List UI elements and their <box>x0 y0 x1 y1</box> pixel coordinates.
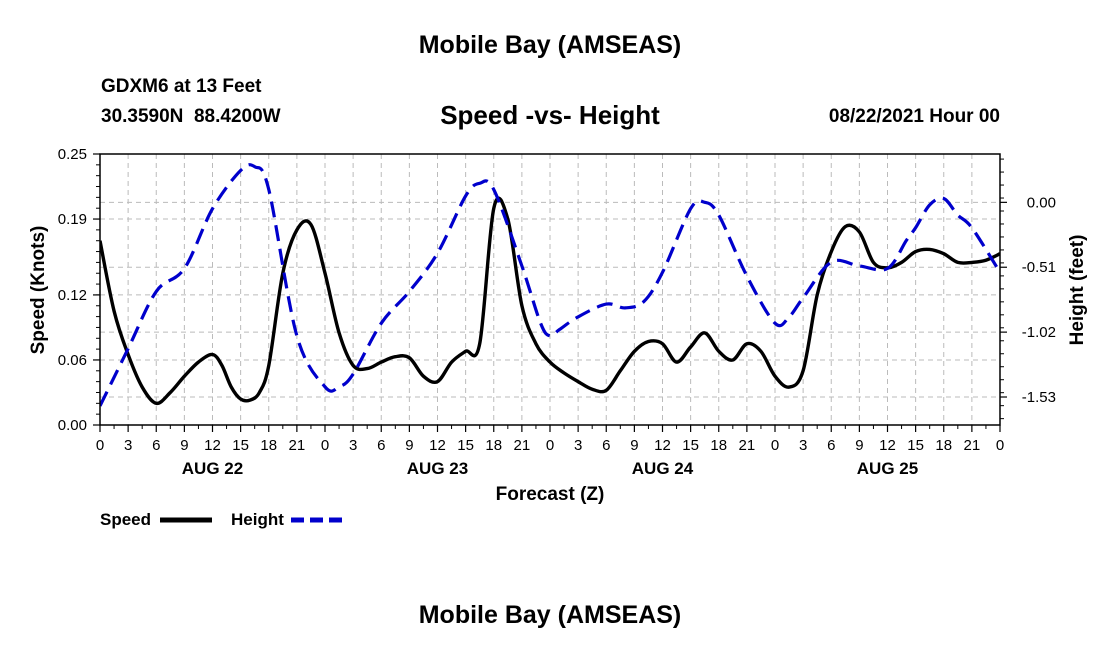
coords-label: 30.3590N 88.4200W <box>101 106 281 127</box>
x-tick-label: 15 <box>907 437 924 454</box>
chart-title: Speed -vs- Height <box>440 100 660 130</box>
speed-series-line <box>100 196 1000 406</box>
x-tick-label: 9 <box>855 437 863 454</box>
x-tick-label: 15 <box>682 437 699 454</box>
x-tick-label: 21 <box>289 437 306 454</box>
y-tick-label: 0.25 <box>58 146 87 163</box>
legend-speed-label: Speed <box>100 510 151 529</box>
x-tick-label: 0 <box>546 437 554 454</box>
day-label: AUG 23 <box>407 459 468 478</box>
x-tick-label: 21 <box>739 437 756 454</box>
x-tick-label: 6 <box>377 437 385 454</box>
height-series-line <box>100 163 1000 407</box>
x-tick-label: 3 <box>124 437 132 454</box>
x-tick-label: 9 <box>405 437 413 454</box>
x-tick-label: 12 <box>879 437 896 454</box>
x-tick-label: 21 <box>514 437 531 454</box>
x-tick-label: 6 <box>152 437 160 454</box>
x-axis-label: Forecast (Z) <box>496 484 605 505</box>
y2-tick-label: -1.02 <box>1022 324 1056 341</box>
axes: 0 3 6 9 12 15 18 21 0 3 6 9 12 15 18 21 0 3 6 9 12 15 18 21 0 3 6 9… <box>58 146 1056 478</box>
legend: Speed Height <box>100 510 343 529</box>
x-tick-label: 18 <box>935 437 952 454</box>
date-label: 08/22/2021 Hour 00 <box>828 106 1000 127</box>
x-tick-label: 0 <box>321 437 329 454</box>
x-tick-label: 15 <box>232 437 249 454</box>
y2-axis-label: Height (feet) <box>1067 235 1088 346</box>
x-tick-label: 21 <box>964 437 981 454</box>
page-title-top: Mobile Bay (AMSEAS) <box>418 31 682 59</box>
x-tick-label: 12 <box>654 437 671 454</box>
y-tick-label: 0.06 <box>58 352 87 369</box>
x-tick-label: 12 <box>204 437 221 454</box>
x-tick-label: 6 <box>827 437 835 454</box>
y-tick-label: 0.00 <box>58 417 87 434</box>
y2-tick-label: -0.51 <box>1022 259 1056 276</box>
x-tick-label: 18 <box>260 437 277 454</box>
station-label: GDXM6 at 13 Feet <box>101 76 262 97</box>
x-tick-label: 0 <box>996 437 1004 454</box>
x-tick-label: 3 <box>574 437 582 454</box>
x-tick-label: 0 <box>771 437 779 454</box>
x-tick-label: 12 <box>429 437 446 454</box>
day-label: AUG 25 <box>857 459 918 478</box>
x-tick-label: 18 <box>710 437 727 454</box>
y-tick-label: 0.12 <box>58 287 87 304</box>
y2-tick-label: 0.00 <box>1027 194 1056 211</box>
x-tick-label: 18 <box>485 437 502 454</box>
legend-height-label: Height <box>231 510 284 529</box>
x-tick-label: 6 <box>602 437 610 454</box>
grid-lines <box>100 154 1000 425</box>
x-tick-label: 9 <box>630 437 638 454</box>
day-label: AUG 22 <box>182 459 243 478</box>
day-label: AUG 24 <box>632 459 694 478</box>
x-tick-label: 15 <box>457 437 474 454</box>
x-tick-label: 3 <box>799 437 807 454</box>
y-axis-label: Speed (Knots) <box>28 226 49 355</box>
x-tick-label: 0 <box>96 437 104 454</box>
y-tick-label: 0.19 <box>58 211 87 228</box>
x-tick-label: 9 <box>180 437 188 454</box>
series-layer <box>100 163 1000 407</box>
page-title-bottom: Mobile Bay (AMSEAS) <box>418 601 682 629</box>
y2-tick-label: -1.53 <box>1022 389 1056 406</box>
x-tick-label: 3 <box>349 437 357 454</box>
